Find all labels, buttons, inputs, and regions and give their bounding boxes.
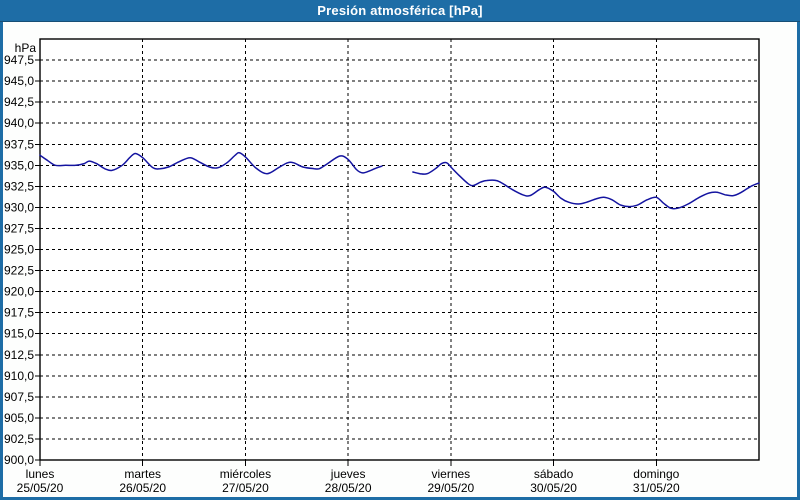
y-tick-label: 915,0	[4, 327, 34, 341]
pressure-line-segment	[39, 151, 383, 175]
y-tick-label: 947,5	[4, 53, 34, 67]
plot-area	[40, 39, 759, 460]
chart-title: Presión atmosférica [hPa]	[317, 3, 483, 18]
y-tick-label: 945,0	[4, 74, 34, 88]
y-tick-label: 942,5	[4, 95, 34, 109]
y-tick-label: 932,5	[4, 179, 34, 193]
y-tick-label: 922,5	[4, 264, 34, 278]
y-tick-label: 937,5	[4, 137, 34, 151]
y-tick-label: 910,0	[4, 369, 34, 383]
x-weekday-label: domingo	[633, 467, 679, 481]
plot-border	[39, 38, 760, 461]
y-tick-label: 907,5	[4, 390, 34, 404]
y-tick-label: 905,0	[4, 411, 34, 425]
x-weekday-label: martes	[124, 467, 161, 481]
x-weekday-label: jueves	[330, 467, 366, 481]
x-date-label: 28/05/20	[325, 481, 372, 495]
y-tick-label: 925,0	[4, 243, 34, 257]
y-tick-label: 917,5	[4, 306, 34, 320]
x-weekday-label: lunes	[26, 467, 55, 481]
x-weekday-label: miércoles	[220, 467, 271, 481]
x-date-label: 27/05/20	[222, 481, 269, 495]
y-tick-label: 930,0	[4, 200, 34, 214]
x-date-label: 26/05/20	[119, 481, 166, 495]
y-tick-label: 900,0	[4, 453, 34, 467]
y-tick-label: 935,0	[4, 158, 34, 172]
y-tick-label: 920,0	[4, 285, 34, 299]
x-weekday-label: sábado	[534, 467, 574, 481]
x-date-label: 25/05/20	[17, 481, 64, 495]
y-tick-label: 912,5	[4, 348, 34, 362]
y-tick-label: 902,5	[4, 432, 34, 446]
x-date-label: 30/05/20	[530, 481, 577, 495]
y-tick-label: 927,5	[4, 221, 34, 235]
title-bar: Presión atmosférica [hPa]	[0, 0, 800, 22]
y-axis-unit-label: hPa	[15, 41, 37, 55]
x-date-label: 31/05/20	[633, 481, 680, 495]
pressure-line-segment	[412, 161, 760, 210]
x-date-label: 29/05/20	[427, 481, 474, 495]
x-weekday-label: viernes	[432, 467, 471, 481]
y-tick-label: 940,0	[4, 116, 34, 130]
